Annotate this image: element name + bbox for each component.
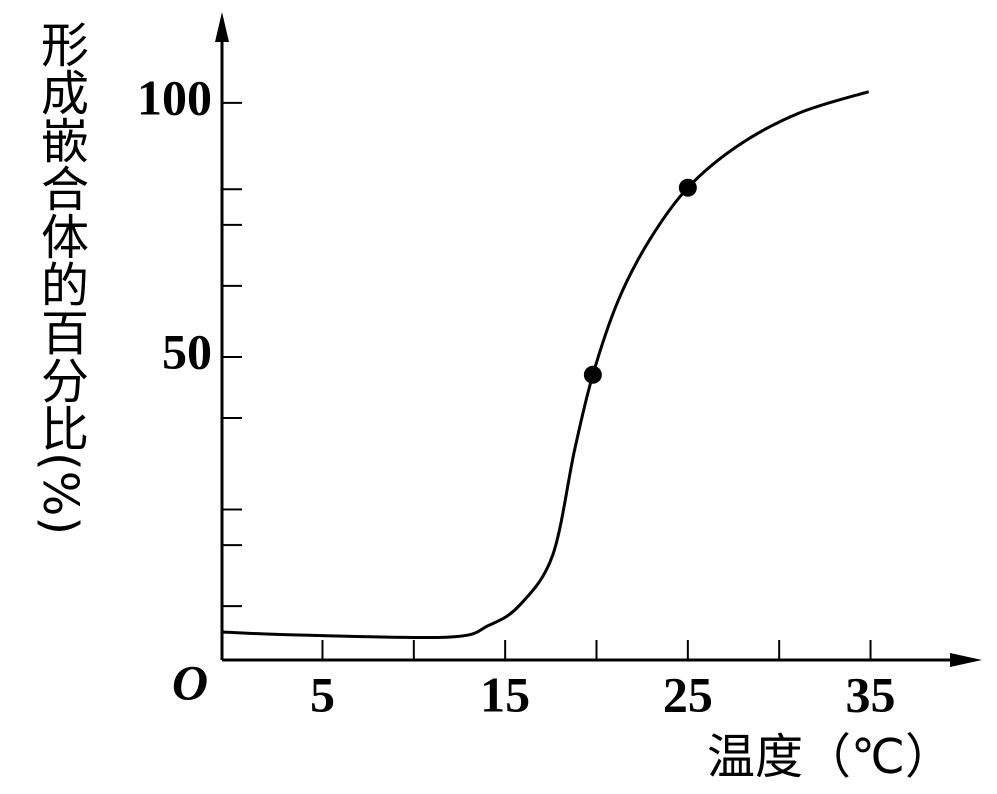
x-axis-arrow (950, 653, 982, 667)
data-point (583, 365, 602, 384)
x-axis-label: 温度（℃） (707, 729, 953, 785)
x-tick-label: 35 (846, 666, 896, 722)
x-tick-label: 15 (480, 666, 530, 722)
y-axis-label: 形成嵌合体的百分比(%) (32, 20, 88, 535)
curve (221, 90, 870, 640)
data-point (678, 178, 697, 197)
y-tick-label: 100 (137, 69, 212, 125)
x-tick-label: 25 (663, 666, 713, 722)
y-tick-label: 50 (162, 323, 212, 379)
x-tick-label: 5 (310, 666, 335, 722)
y-axis-arrow (215, 12, 229, 42)
origin-label: O (172, 654, 208, 710)
